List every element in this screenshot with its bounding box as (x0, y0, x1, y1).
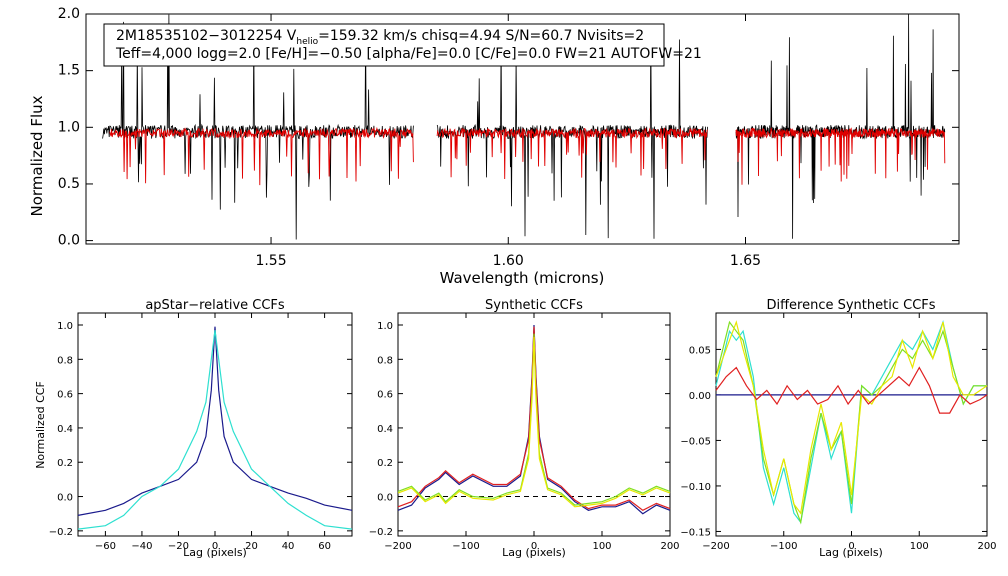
series-line-model-segment-1 (436, 126, 708, 180)
x-tick-label: 0 (848, 541, 854, 552)
series-line-yellow (397, 336, 671, 508)
x-tick-label: 200 (977, 541, 996, 552)
synthetic-ccf-panel: −200 −100 0 100 200 −0.2 0.0 0.2 0.4 0.6 0.8 1.0 Sy… (369, 298, 680, 559)
apstar-plot-frame (77, 312, 353, 537)
y-tick-label: 0.6 (57, 390, 73, 401)
y-tick-label: 0.4 (57, 424, 73, 435)
y-tick-label: 2.0 (58, 6, 80, 22)
x-tick-label: 1.65 (730, 253, 761, 269)
spectrum-xlabel: Wavelength (microns) (440, 269, 605, 287)
y-tick-label: 1.5 (58, 63, 80, 79)
x-tick-label: 1.55 (255, 253, 286, 269)
series-line-observed-segment-2 (735, 14, 946, 239)
y-tick-label: 0.05 (689, 345, 711, 356)
x-tick-label: 0 (212, 541, 218, 552)
y-tick-label: −0.2 (49, 527, 73, 538)
apstar-ticks: −60 −40 −20 0 20 40 60 −0.2 0.0 0.2 0.4 0.6 0.8 1.0 (49, 313, 352, 552)
synthetic-xlabel: Lag (pixels) (502, 546, 566, 559)
y-tick-label: 0.2 (377, 458, 393, 469)
x-tick-label: 200 (660, 541, 679, 552)
series-line-green (715, 320, 987, 525)
series-line-red (715, 366, 988, 414)
synthetic-title: Synthetic CCFs (485, 298, 583, 313)
synthetic-ticks: −200 −100 0 100 200 −0.2 0.0 0.2 0.4 0.6 0.8 1.0 (369, 313, 680, 552)
y-tick-label: 1.0 (377, 321, 393, 332)
x-tick-label: −200 (702, 541, 729, 552)
y-tick-label: 1.0 (58, 119, 80, 135)
difference-title: Difference Synthetic CCFs (766, 298, 935, 313)
apstar-ccf-panel: −60 −40 −20 0 20 40 60 −0.2 0.0 0.2 0.4 0.6 0.8 1.0 a… (34, 298, 353, 559)
info-box (103, 23, 665, 67)
difference-ccf-panel: −200 −100 0 100 200 −0.15 −0.10 −0.05 0.00 0.05 D… (680, 298, 996, 559)
difference-ticks: −200 −100 0 100 200 −0.15 −0.10 −0.05 0.00 0.05 (680, 313, 997, 552)
series-line-cyan (77, 330, 353, 530)
x-tick-label: 0 (531, 541, 537, 552)
info-line-1: 2M18535102−3012254 Vhelio=159.32 km/s ch… (116, 28, 644, 47)
x-tick-label: 1.60 (493, 253, 524, 269)
info-line-2: Teff=4,000 logg=2.0 [Fe/H]=−0.50 [alpha/… (115, 46, 702, 62)
x-tick-label: −100 (770, 541, 797, 552)
x-tick-label: −200 (384, 541, 411, 552)
y-tick-label: 0.2 (57, 458, 73, 469)
info-line-1-prefix: 2M18535102−3012254 V (116, 28, 297, 44)
series-line-navy (397, 324, 671, 515)
x-tick-label: 20 (245, 541, 258, 552)
info-line-1-subscript: helio (296, 37, 318, 47)
y-tick-label: 0.00 (689, 391, 711, 402)
y-tick-label: −0.2 (369, 527, 393, 538)
apstar-ylabel: Normalized CCF (34, 381, 47, 469)
spectrum-ylabel: Normalized Flux (28, 95, 46, 216)
spectrum-plot-frame (85, 13, 960, 245)
y-tick-label: −0.05 (680, 436, 711, 447)
series-line-model-segment-0 (109, 126, 414, 186)
spectrum-lines (102, 14, 946, 240)
x-tick-label: −40 (131, 541, 152, 552)
y-tick-label: 0.8 (377, 355, 393, 366)
x-tick-label: 100 (592, 541, 611, 552)
info-line-1-suffix: =159.32 km/s chisq=4.94 S/N=60.7 Nvisits… (318, 28, 644, 44)
y-tick-label: 0.4 (377, 424, 393, 435)
spectrum-ticks: 1.55 1.60 1.65 0.0 0.5 1.0 1.5 2.0 (58, 6, 959, 269)
y-tick-label: 0.0 (377, 493, 393, 504)
apstar-xlabel: Lag (pixels) (183, 546, 247, 559)
x-tick-label: 40 (282, 541, 295, 552)
spectrum-panel: 1.55 1.60 1.65 0.0 0.5 1.0 1.5 2.0 Normalized F… (28, 6, 960, 287)
y-tick-label: −0.15 (680, 527, 711, 538)
series-line-yellow (715, 320, 988, 515)
y-tick-label: 0.0 (58, 233, 80, 249)
apstar-title: apStar−relative CCFs (145, 298, 285, 313)
x-tick-label: −60 (95, 541, 116, 552)
difference-lines (715, 319, 988, 525)
y-tick-label: 1.0 (57, 321, 73, 332)
y-tick-label: 0.5 (58, 176, 80, 192)
x-tick-label: 100 (910, 541, 929, 552)
y-tick-label: 0.6 (377, 390, 393, 401)
y-tick-label: −0.10 (680, 482, 711, 493)
x-tick-label: 60 (318, 541, 331, 552)
difference-xlabel: Lag (pixels) (819, 546, 883, 559)
x-tick-label: −20 (168, 541, 189, 552)
series-line-model-segment-2 (735, 127, 946, 185)
series-line-navy (77, 326, 353, 516)
apstar-lines (77, 326, 353, 530)
series-line-green (397, 333, 671, 506)
series-line-red (397, 326, 671, 512)
synthetic-lines (397, 324, 671, 515)
y-tick-label: 0.0 (57, 493, 73, 504)
y-tick-label: 0.8 (57, 355, 73, 366)
x-tick-label: −100 (452, 541, 479, 552)
